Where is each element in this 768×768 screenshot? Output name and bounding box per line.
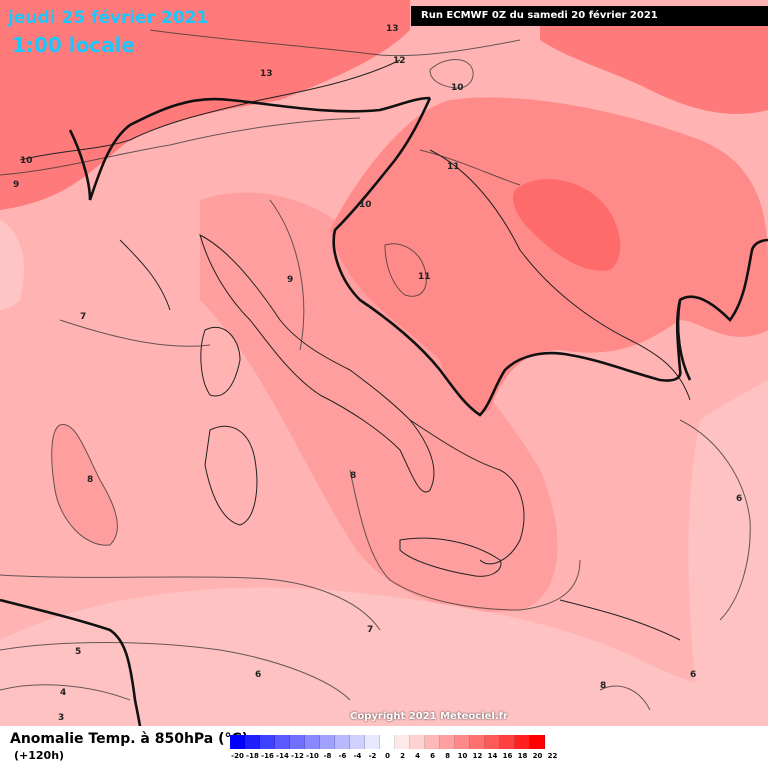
isotherm-contours	[0, 29, 751, 711]
isotherm-label: 7	[367, 625, 373, 635]
isotherm-label: 10	[451, 83, 464, 93]
color-scale-swatch	[425, 735, 440, 749]
color-scale-swatch	[245, 735, 260, 749]
color-scale-tick-label: 14	[487, 752, 498, 760]
variable-title: Anomalie Temp. à 850hPa (°C)	[10, 731, 249, 747]
anomaly-zone-12to14-northeast	[540, 26, 768, 114]
color-scale-tick-label: -6	[338, 752, 347, 760]
isotherm-label: 10	[20, 156, 33, 166]
color-scale-tick-label: 12	[472, 752, 483, 760]
isotherm-label: 6	[255, 670, 261, 680]
isotherm-label: 10	[359, 200, 372, 210]
anomaly-zone-12to14-north	[0, 0, 410, 210]
isotherm-label: 13	[260, 69, 273, 79]
isotherm-label: 6	[736, 494, 742, 504]
isotherm-label: 9	[287, 275, 293, 285]
isotherm-label: 8	[87, 475, 93, 485]
corsica-coast	[200, 326, 241, 397]
forecast-date: jeudi 25 février 2021	[8, 8, 209, 28]
color-scale-swatch	[515, 735, 530, 749]
color-scale-tick-label: 16	[502, 752, 513, 760]
anomaly-zone-8-island	[51, 424, 118, 546]
color-scale-tick-label: -8	[323, 752, 332, 760]
color-scale-tick-label: 20	[532, 752, 543, 760]
anomaly-zone-6to8-west	[0, 220, 24, 310]
color-scale-tick-label: 0	[385, 752, 390, 760]
color-scale-tick-label: 22	[547, 752, 558, 760]
color-scale-tick-label: -20	[231, 752, 244, 760]
isotherm-label: 11	[447, 162, 460, 172]
color-scale-tick-label: 8	[445, 752, 450, 760]
color-scale-swatch	[230, 735, 245, 749]
color-scale-swatch	[290, 735, 305, 749]
color-scale-legend: -20 -18 -16 -14 -12 -10 -8 -6 -4 -2 0 2 4 6 8 10 12 14 16 1…	[230, 735, 560, 763]
anomaly-zone-10to12	[330, 97, 768, 412]
color-scale-swatch	[260, 735, 275, 749]
color-scale-swatch	[410, 735, 425, 749]
isotherm-label: 3	[58, 713, 64, 723]
color-scale-swatch	[380, 735, 395, 749]
color-scale-swatch	[350, 735, 365, 749]
copyright: Copyright 2021 Meteociel.fr	[350, 711, 508, 722]
isotherm-label: 8	[350, 471, 356, 481]
color-scale-tick-label: 6	[430, 752, 435, 760]
color-scale-tick-label: -10	[306, 752, 319, 760]
color-scale-swatch	[335, 735, 350, 749]
color-scale-swatch	[275, 735, 290, 749]
anomaly-zone-6to8-south	[0, 587, 768, 726]
isotherm-labels: 13 13 12 10 10 9 11 10 11 9 7 8 8 7 5 4 …	[13, 24, 742, 723]
color-scale-swatch	[530, 735, 545, 749]
anomaly-zone-8to10	[200, 192, 558, 612]
color-scale-tick-label: 4	[415, 752, 420, 760]
color-scale-swatch	[320, 735, 335, 749]
color-scale-tick-label: -18	[246, 752, 259, 760]
color-scale-tick-label: -2	[368, 752, 377, 760]
model-run-label: Run ECMWF 0Z du samedi 20 février 2021	[411, 6, 768, 26]
isotherm-label: 6	[690, 670, 696, 680]
color-scale-tick-label: 18	[517, 752, 528, 760]
isotherm-label: 5	[75, 647, 81, 657]
color-scale-tick-label: -4	[353, 752, 362, 760]
isotherm-label: 12	[393, 56, 406, 66]
color-scale-tick-label: -12	[291, 752, 304, 760]
isotherm-label: 13	[386, 24, 399, 34]
anomaly-zone-14to16	[513, 179, 621, 271]
color-scale-swatches	[230, 735, 560, 749]
color-scale-swatch	[365, 735, 380, 749]
isotherm-label: 4	[60, 688, 66, 698]
lead-time: (+120h)	[14, 749, 65, 762]
color-scale-tick-label: -14	[276, 752, 289, 760]
color-scale-tick-label: -16	[261, 752, 274, 760]
color-scale-labels: -20 -18 -16 -14 -12 -10 -8 -6 -4 -2 0 2 4 6 8 10 12 14 16 1…	[230, 752, 560, 760]
color-scale-swatch	[470, 735, 485, 749]
anomaly-zone-6to8-east	[688, 380, 768, 726]
thick-contours	[0, 96, 768, 726]
color-scale-swatch	[455, 735, 470, 749]
color-scale-tick-label: 2	[400, 752, 405, 760]
color-scale-swatch	[395, 735, 410, 749]
temperature-anomaly-map: 13 13 12 10 10 9 11 10 11 9 7 8 8 7 5 4 …	[0, 0, 768, 726]
color-scale-swatch	[485, 735, 500, 749]
isotherm-label: 8	[600, 681, 606, 691]
color-scale-swatch	[440, 735, 455, 749]
color-scale-swatch	[500, 735, 515, 749]
isotherm-label: 9	[13, 180, 19, 190]
sicily-coast	[399, 537, 502, 577]
sardinia-coast	[204, 425, 258, 526]
color-scale-tick-label: 10	[457, 752, 468, 760]
coastlines	[19, 59, 691, 641]
isotherm-label: 11	[418, 272, 431, 282]
forecast-time: 1:00 locale	[12, 33, 136, 57]
isotherm-label: 7	[80, 312, 86, 322]
color-scale-swatch	[305, 735, 320, 749]
